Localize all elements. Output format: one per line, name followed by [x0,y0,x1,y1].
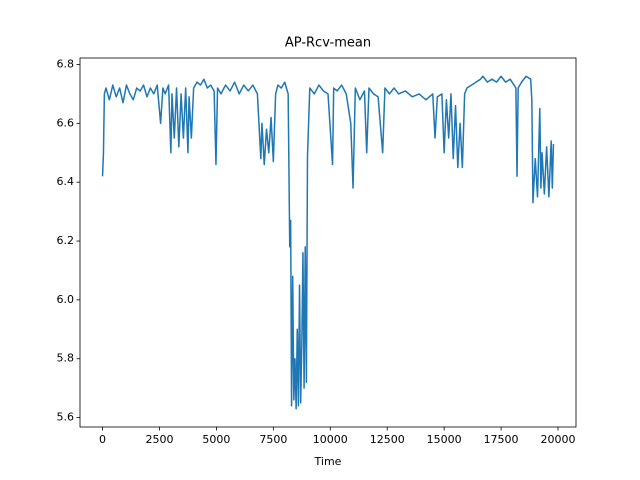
x-tick-label: 7500 [259,433,287,446]
chart-title: AP-Rcv-mean [285,36,371,51]
x-tick-label: 0 [99,433,106,446]
y-tick-label: 6.4 [57,175,75,188]
x-tick-label: 12500 [370,433,405,446]
y-tick-label: 6.8 [57,57,75,70]
x-tick-label: 10000 [313,433,348,446]
plot-frame [79,57,577,428]
y-tick-label: 5.8 [57,352,75,365]
x-tick-label: 2500 [145,433,173,446]
x-tick-label: 20000 [541,433,576,446]
x-tick-label: 5000 [202,433,230,446]
x-tick-label: 15000 [427,433,462,446]
y-tick-label: 6.6 [57,116,75,129]
x-tick-label: 17500 [484,433,519,446]
y-tick-label: 5.6 [57,411,75,424]
data-line [101,75,555,410]
y-tick-label: 6.0 [57,293,75,306]
x-axis-label: Time [314,455,342,468]
y-tick-label: 6.2 [57,234,75,247]
